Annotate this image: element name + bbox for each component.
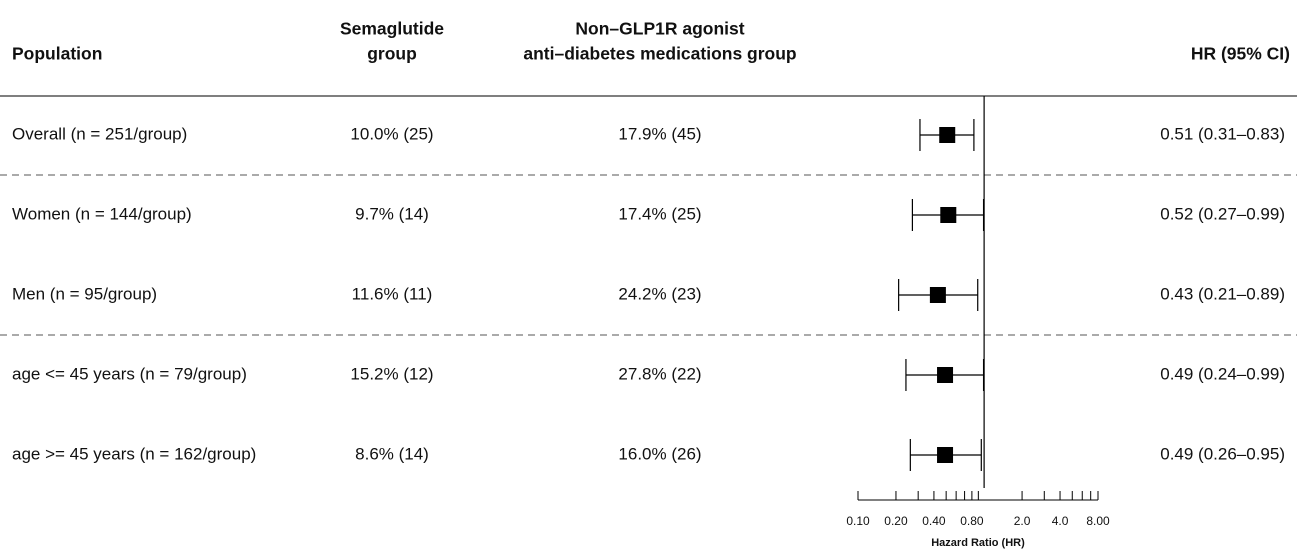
- comparator-value: 16.0% (26): [618, 444, 701, 463]
- comparator-value: 27.8% (22): [618, 364, 701, 383]
- x-tick-label: 8.00: [1086, 514, 1110, 528]
- population-label: age >= 45 years (n = 162/group): [12, 444, 256, 463]
- hr-point: [929, 287, 946, 303]
- hr-point: [937, 447, 954, 463]
- x-tick-label: 2.0: [1014, 514, 1031, 528]
- header-comparator: Non–GLP1R agonist: [575, 19, 744, 39]
- semaglutide-value: 8.6% (14): [355, 444, 429, 463]
- population-label: age <= 45 years (n = 79/group): [12, 364, 247, 383]
- x-tick-label: 0.10: [846, 514, 870, 528]
- hr-label: 0.49 (0.26–0.95): [1160, 444, 1285, 463]
- hr-point: [940, 207, 957, 223]
- x-tick-label: 0.80: [960, 514, 984, 528]
- hr-label: 0.49 (0.24–0.99): [1160, 364, 1285, 383]
- header-hr: HR (95% CI): [1191, 44, 1290, 64]
- hr-point: [939, 127, 956, 143]
- semaglutide-value: 15.2% (12): [350, 364, 433, 383]
- x-axis-title: Hazard Ratio (HR): [931, 537, 1025, 549]
- comparator-value: 17.4% (25): [618, 204, 701, 223]
- semaglutide-value: 9.7% (14): [355, 204, 429, 223]
- header-comparator: anti–diabetes medications group: [523, 44, 796, 64]
- hr-label: 0.51 (0.31–0.83): [1160, 124, 1285, 143]
- hr-label: 0.52 (0.27–0.99): [1160, 204, 1285, 223]
- header-population: Population: [12, 44, 102, 64]
- semaglutide-value: 10.0% (25): [350, 124, 433, 143]
- comparator-value: 17.9% (45): [618, 124, 701, 143]
- header-semaglutide: group: [367, 44, 417, 64]
- hr-label: 0.43 (0.21–0.89): [1160, 284, 1285, 303]
- population-label: Overall (n = 251/group): [12, 124, 187, 143]
- hr-point: [937, 367, 954, 383]
- comparator-value: 24.2% (23): [618, 284, 701, 303]
- x-tick-label: 0.40: [922, 514, 946, 528]
- population-label: Women (n = 144/group): [12, 204, 192, 223]
- header-semaglutide: Semaglutide: [340, 19, 444, 39]
- x-tick-label: 4.0: [1052, 514, 1069, 528]
- population-label: Men (n = 95/group): [12, 284, 157, 303]
- x-tick-label: 0.20: [884, 514, 908, 528]
- semaglutide-value: 11.6% (11): [352, 284, 433, 303]
